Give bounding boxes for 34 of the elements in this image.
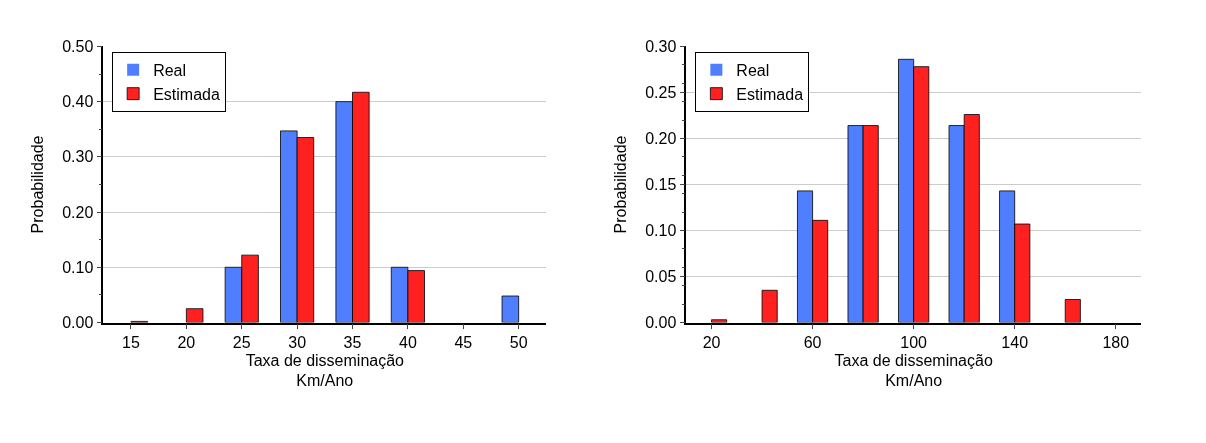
x-axis-title: Taxa de disseminação Km/Ano — [245, 351, 405, 390]
x-tick-label: 20 — [177, 334, 196, 352]
y-tick-label: 0.00 — [645, 314, 677, 332]
x-tick-label: 20 — [702, 334, 721, 352]
y-tick-label: 0.30 — [62, 148, 94, 166]
legend-label: Real — [153, 62, 187, 80]
y-tick-label: 0.20 — [62, 203, 94, 221]
x-tick-label: 100 — [900, 334, 928, 352]
y-tick-label: 0.40 — [62, 93, 94, 111]
x-axis-title: Taxa de disseminação Km/Ano — [834, 351, 993, 390]
y-tick-label: 0.15 — [645, 176, 677, 194]
y-tick-label: 0.00 — [62, 314, 94, 332]
y-tick-label: 0.50 — [62, 38, 94, 56]
legend-label: Estimada — [736, 85, 804, 103]
x-tick-label: 50 — [509, 334, 528, 352]
x-tick-label: 35 — [343, 334, 362, 352]
y-tick-label: 0.10 — [645, 222, 677, 240]
legend-label: Real — [736, 62, 770, 80]
y-tick-label: 0.10 — [62, 258, 94, 276]
y-tick-label: 0.30 — [645, 38, 677, 56]
x-tick-label: 180 — [1102, 334, 1130, 352]
y-tick-label: 0.05 — [645, 268, 677, 286]
x-tick-label: 45 — [454, 334, 473, 352]
y-tick-label: 0.20 — [645, 130, 677, 148]
x-tick-label: 60 — [803, 334, 822, 352]
x-tick-label: 30 — [288, 334, 307, 352]
y-tick-label: 0.25 — [645, 84, 677, 102]
x-tick-label: 15 — [122, 334, 140, 352]
x-tick-label: 140 — [1001, 334, 1029, 352]
y-axis-title: Probabilidade — [28, 135, 46, 234]
x-tick-label: 25 — [232, 334, 251, 352]
legend-label: Estimada — [153, 85, 220, 103]
y-axis-title: Probabilidade — [611, 135, 629, 234]
x-tick-label: 40 — [399, 334, 417, 352]
